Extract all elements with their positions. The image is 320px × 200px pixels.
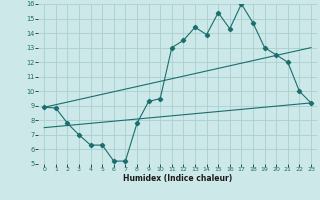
X-axis label: Humidex (Indice chaleur): Humidex (Indice chaleur) xyxy=(123,174,232,183)
